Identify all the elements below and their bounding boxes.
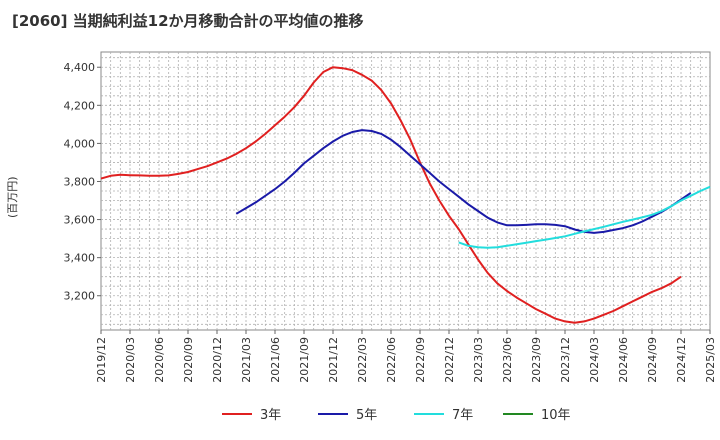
legend-label-3: 7年 — [452, 408, 473, 423]
y-tick-label: 4,400 — [64, 61, 96, 74]
x-tick-label: 2021/03 — [240, 337, 253, 383]
y-tick-label: 3,800 — [64, 175, 96, 188]
x-tick-label: 2021/09 — [298, 337, 311, 383]
y-tick-label: 3,200 — [64, 290, 96, 303]
series-line-2 — [235, 129, 692, 234]
legend-label-4: 10年 — [541, 408, 571, 423]
x-tick-label: 2020/09 — [182, 337, 195, 383]
x-tick-label: 2023/09 — [530, 337, 543, 383]
x-tick-label: 2020/03 — [124, 337, 137, 383]
x-tick-label: 2022/03 — [356, 337, 369, 383]
x-tick-label: 2024/12 — [675, 337, 688, 383]
x-tick-label: 2023/06 — [501, 337, 514, 383]
x-tick-label: 2019/12 — [95, 337, 108, 383]
x-tick-label: 2021/06 — [269, 337, 282, 383]
x-tick-label: 2022/09 — [414, 337, 427, 383]
legend-label-2: 5年 — [356, 408, 377, 423]
y-tick-label: 4,000 — [64, 137, 96, 150]
x-tick-label: 2024/06 — [617, 337, 630, 383]
x-tick-label: 2023/12 — [559, 337, 572, 383]
chart-title: [2060] 当期純利益12か月移動合計の平均値の推移 — [12, 12, 364, 30]
x-tick-label: 2025/03 — [704, 337, 717, 383]
series-line-3 — [458, 185, 711, 249]
y-tick-label: 3,600 — [64, 214, 96, 227]
x-tick-label: 2024/03 — [588, 337, 601, 383]
x-tick-label: 2022/06 — [385, 337, 398, 383]
y-tick-label: 3,400 — [64, 252, 96, 265]
x-tick-label: 2022/12 — [443, 337, 456, 383]
x-tick-label: 2021/12 — [327, 337, 340, 383]
x-tick-label: 2023/03 — [472, 337, 485, 383]
x-tick-label: 2024/09 — [646, 337, 659, 383]
x-tick-label: 2020/12 — [211, 337, 224, 383]
legend-label-1: 3年 — [260, 408, 281, 423]
x-tick-label: 2020/06 — [153, 337, 166, 383]
y-tick-label: 4,200 — [64, 99, 96, 112]
series-line-1 — [100, 66, 682, 324]
